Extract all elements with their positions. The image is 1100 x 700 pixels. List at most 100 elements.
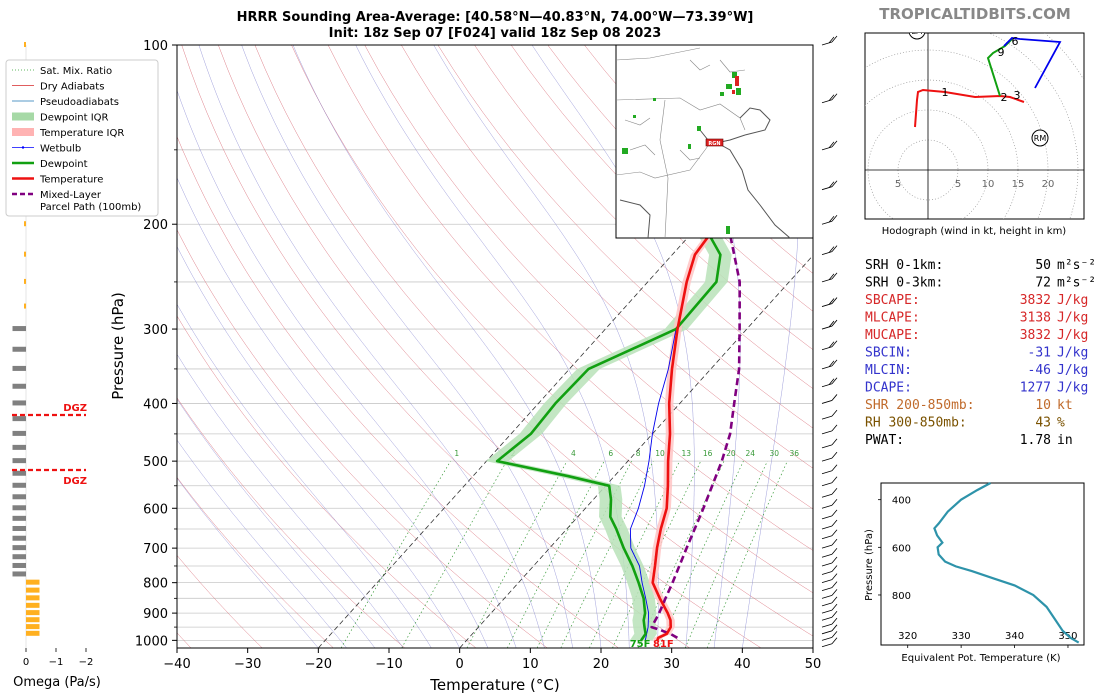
index-unit: m²s⁻²	[1057, 276, 1096, 291]
index-row: SBCAPE: 3832 J/kg	[865, 293, 1088, 308]
skewt-ylabel: Pressure (hPa)	[109, 292, 127, 400]
mixing-ratio-line	[340, 460, 451, 648]
legend-entry: Dewpoint	[12, 159, 88, 170]
mixing-ratio-label: 1	[454, 449, 459, 458]
legend-entry: Dewpoint IQR	[12, 112, 109, 124]
legend-label: Mixed-Layer	[40, 190, 102, 201]
pseudoadiabat	[355, 45, 630, 648]
pseudoadiabat	[652, 45, 741, 648]
legend-entry: Temperature	[12, 175, 103, 186]
index-row: RH 300-850mb: 43%	[865, 416, 1065, 431]
legend-entry: Sat. Mix. Ratio	[12, 66, 112, 77]
index-value: 3832	[1020, 328, 1051, 343]
index-value: 43	[1035, 416, 1051, 431]
wind-barb	[821, 35, 838, 46]
index-row: SRH 0-3km: 72 m²s⁻²	[865, 276, 1096, 291]
y-tick-label: 1000	[135, 634, 168, 649]
parcel-path-line	[650, 45, 781, 639]
wind-barb	[821, 538, 838, 549]
mixing-ratio-label: 30	[770, 449, 780, 458]
legend-entry: Pseudoadiabats	[12, 97, 119, 108]
hodograph-marker-label: LM	[911, 27, 922, 36]
legend-label: Dry Adiabats	[40, 82, 104, 93]
dry-adiabat	[177, 554, 263, 648]
mixing-ratio-label: 6	[608, 449, 613, 458]
index-unit: in	[1057, 433, 1073, 448]
theta-e-line	[933, 482, 1080, 644]
hodograph-storm-marker: LM	[908, 27, 926, 40]
index-row: SHR 200-850mb: 10 kt	[865, 398, 1073, 413]
dry-adiabat	[177, 135, 619, 648]
mixing-ratio-label: 24	[746, 449, 756, 458]
index-unit: J/kg	[1057, 381, 1088, 396]
index-label: SHR 200-850mb:	[865, 398, 975, 413]
legend-box	[5, 59, 159, 217]
hodograph-segment-6-9km	[1003, 37, 1062, 89]
y-tick-label: 800	[143, 577, 168, 592]
legend-entry: Temperature IQR	[12, 128, 124, 139]
x-tick-label: 50	[805, 657, 822, 672]
wind-barb	[821, 476, 838, 487]
hodograph-ring-label: 5	[895, 179, 901, 190]
mixing-ratio-line	[560, 460, 654, 648]
omega-bar	[26, 587, 40, 593]
legend-label: Wetbulb	[40, 144, 81, 155]
legend-swatch	[12, 128, 34, 136]
index-label: SRH 0-1km:	[865, 258, 943, 273]
surface-dewpoint-label: 75F	[630, 639, 651, 650]
index-row: DCAPE: 1277 J/kg	[865, 381, 1088, 396]
wind-barb	[821, 272, 838, 283]
wind-barb	[821, 589, 838, 599]
mixing-ratio-line	[466, 460, 568, 648]
dry-adiabat	[327, 45, 813, 551]
x-tick-label: 0	[456, 657, 464, 672]
pseudoadiabat	[177, 398, 376, 648]
mixing-ratio-line	[506, 460, 605, 648]
theta-e-x-tick-label: 320	[898, 631, 917, 642]
pseudoadiabat	[198, 45, 545, 648]
theta-e-y-tick-label: 600	[892, 543, 911, 554]
y-tick-label: 500	[143, 455, 168, 470]
index-label: SBCAPE:	[865, 293, 920, 308]
mixing-ratio-line	[684, 460, 768, 648]
wind-barb	[821, 140, 838, 151]
omega-bar	[24, 221, 26, 227]
y-tick-label: 900	[143, 607, 168, 622]
hodograph-ring-label: 20	[1042, 179, 1055, 190]
skewt-frame	[176, 44, 814, 649]
index-row: SBCIN: -31 J/kg	[865, 346, 1088, 361]
mixing-ratio-label: 13	[682, 449, 692, 458]
pseudoadiabat	[177, 353, 404, 648]
index-value: 50	[1035, 258, 1051, 273]
wind-barb	[821, 488, 838, 498]
wind-barb	[821, 319, 838, 330]
legend-entry: Dry Adiabats	[12, 82, 104, 93]
index-unit: m²s⁻²	[1057, 258, 1096, 273]
wind-barb	[821, 394, 838, 404]
wind-barb	[821, 565, 838, 575]
wind-barb	[821, 603, 838, 614]
chart-subtitle: Init: 18z Sep 07 [F024] valid 18z Sep 08…	[329, 26, 662, 41]
legend: Sat. Mix. Ratio Dry Adiabats Pseudoadiabat…	[5, 59, 159, 217]
mixing-ratio-line	[401, 460, 508, 648]
omega-bar	[12, 562, 26, 568]
hodograph: 5 5 10 15 20 1 2 3 69 LM RM	[864, 27, 1085, 220]
hodograph-ring-label: 5	[955, 179, 961, 190]
index-label: MLCIN:	[865, 363, 912, 378]
omega-bar	[26, 624, 40, 630]
omega-bar	[26, 630, 40, 636]
omega-bar	[24, 251, 26, 257]
wind-barb	[821, 245, 838, 256]
theta-e-y-tick-label: 800	[892, 591, 911, 602]
omega-bar	[24, 42, 26, 47]
omega-bar	[12, 383, 26, 389]
wind-barb	[821, 509, 838, 520]
wind-barb	[821, 359, 838, 370]
index-row: SRH 0-1km: 50 m²s⁻²	[865, 258, 1096, 273]
x-tick-label: 30	[663, 657, 680, 672]
dry-adiabat	[437, 45, 813, 429]
dry-adiabat	[218, 45, 762, 648]
omega-bar	[26, 595, 40, 601]
wind-barb	[821, 624, 838, 635]
